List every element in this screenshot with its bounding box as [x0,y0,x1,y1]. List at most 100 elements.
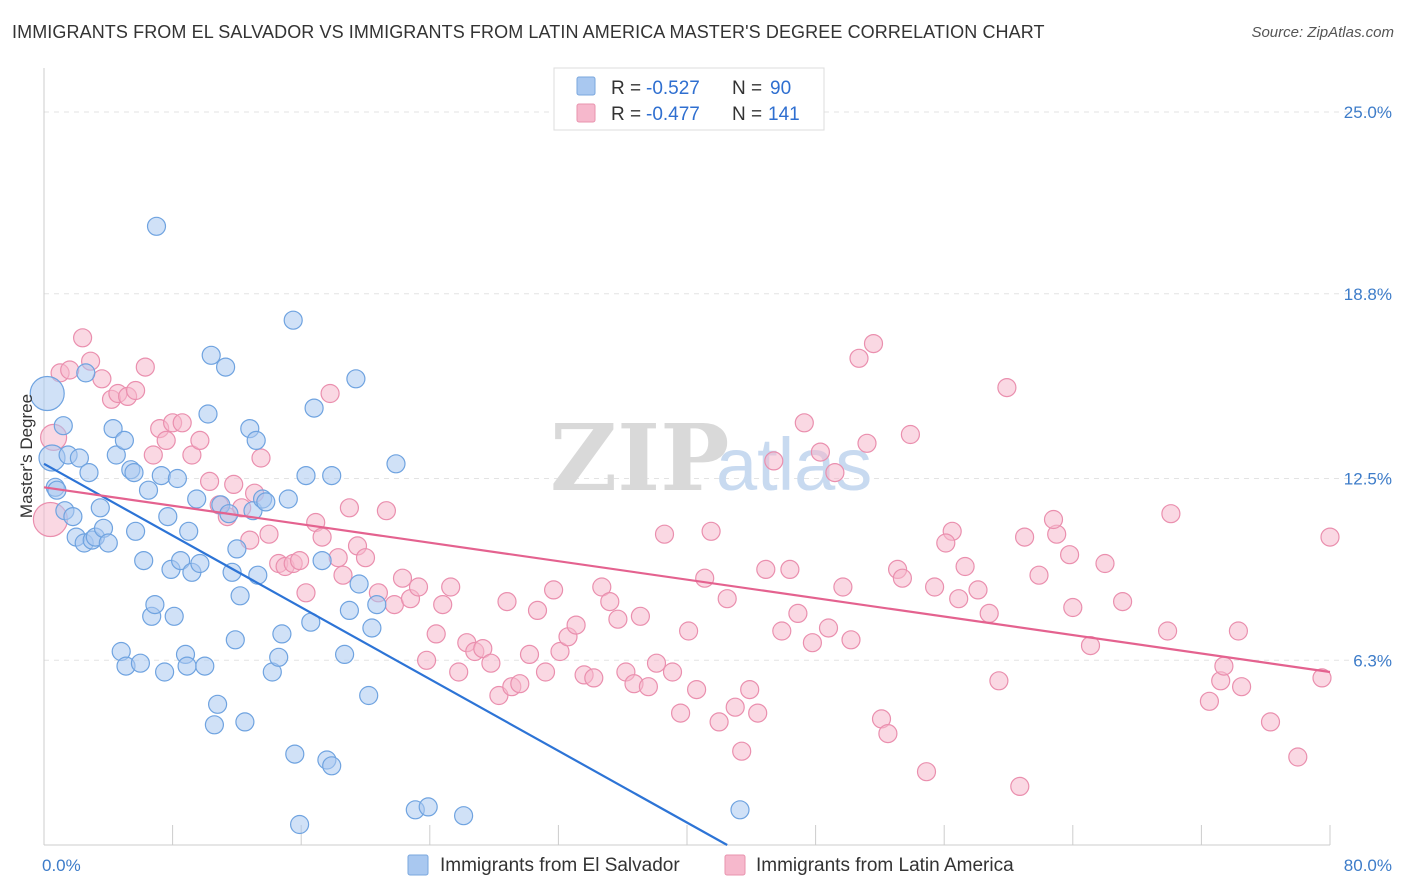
el-salvador-point-25 [126,521,146,541]
el-salvador-point-40 [177,656,197,676]
el-salvador-point-57 [235,712,255,732]
latin-america-point-140 [1029,565,1049,585]
y-axis-label: Master's Degree [17,394,36,518]
latin-america-point-31 [290,550,310,571]
el-salvador-point-11 [79,463,99,483]
latin-america-point-27 [259,524,279,544]
chart-source: Source: ZipAtlas.com [1251,24,1394,41]
bottom-legend-label-el-salvador: Immigrants from El Salvador [440,855,680,876]
latin-america-point-102 [849,348,869,368]
latin-america-point-85 [717,589,737,609]
latin-america-point-125 [1157,621,1178,641]
latin-america-point-17 [182,445,202,465]
latin-america-point-139 [1043,509,1064,530]
legend-r-label-1: R = [611,78,641,99]
el-salvador-point-54 [225,630,245,650]
el-salvador-point-71 [296,466,316,486]
bottom-legend-swatch-latin-america [724,854,746,876]
el-salvador-point-79 [346,369,366,389]
latin-america-point-96 [802,633,823,653]
el-salvador-point-89 [322,466,342,486]
chart-title: IMMIGRANTS FROM EL SALVADOR VS IMMIGRANT… [12,22,1045,42]
latin-america-point-79 [670,703,691,723]
el-salvador-point-37 [167,468,187,489]
el-salvador-point-67 [278,489,298,509]
el-salvador-point-26 [130,653,150,673]
latin-america-point-70 [600,591,620,612]
latin-america-point-98 [818,618,839,638]
latin-america-point-110 [916,762,937,782]
legend-n-label-2: N = [732,104,762,125]
trend-lines [43,462,1331,846]
latin-america-point-71 [608,609,628,629]
latin-america-point-115 [968,580,988,600]
el-salvador-point-86 [454,806,474,826]
el-salvador-point-9 [69,448,90,468]
el-salvador-point-18 [103,419,123,439]
x-tick-labels: 0.0% 80.0% [42,856,1392,875]
grid [44,111,1392,661]
latin-america-point-51 [449,662,469,682]
el-salvador-point-41 [179,521,199,541]
latin-america-point-38 [339,498,359,518]
x-ticks [43,825,1331,845]
el-salvador-point-63 [256,492,276,512]
latin-america-point-12 [143,445,163,465]
el-salvador-point-85 [418,797,438,817]
latin-america-point-114 [955,556,975,577]
el-salvador-point-7 [63,506,83,527]
el-salvador-point-53 [222,562,242,582]
latin-america-point-11 [135,357,155,377]
el-salvador-point-47 [201,345,221,365]
series-latin-america-points [32,328,1340,797]
latin-america-point-94 [788,603,808,624]
latin-america-point-100 [833,577,853,597]
latin-america-point-90 [756,559,776,580]
latin-america-point-44 [392,568,413,588]
latin-america-point-119 [1014,527,1035,547]
el-salvador-point-74 [312,550,332,571]
latin-america-point-43 [384,594,404,615]
el-salvador-point-17 [98,533,118,553]
el-salvador-point-24 [124,463,144,483]
latin-america-point-37 [333,565,353,585]
el-salvador-point-77 [335,644,355,665]
latin-america-point-111 [924,577,945,597]
latin-america-point-49 [433,594,453,615]
el-salvador-point-69 [285,744,305,764]
latin-america-point-82 [695,568,715,588]
latin-america-point-59 [510,674,530,694]
latin-america-point-54 [473,638,493,659]
latin-america-point-99 [825,463,845,483]
latin-america-point-46 [408,577,429,597]
latin-america-point-50 [441,577,461,597]
legend-r-value-1: -0.527 [646,78,700,99]
legend-r-label-2: R = [611,104,641,125]
el-salvador-point-27 [134,550,154,571]
el-salvador-point-65 [269,647,289,667]
latin-america-point-101 [841,630,861,650]
el-salvador-point-43 [187,489,207,509]
latin-america-point-129 [1214,656,1234,676]
latin-america-point-32 [296,583,316,603]
latin-america-point-86 [725,697,745,717]
latin-america-point-92 [772,621,792,641]
el-salvador-point-15 [90,498,110,518]
top-legend-box [553,67,825,131]
latin-america-point-133 [1288,747,1308,767]
latin-america-point-84 [709,712,729,732]
latin-america-point-137 [1059,545,1080,565]
latin-america-point-89 [748,703,768,723]
latin-america-point-40 [355,548,376,568]
latin-america-point-64 [550,641,570,662]
latin-america-point-60 [519,644,540,665]
el-salvador-point-81 [359,685,379,706]
el-salvador-point-4 [53,416,73,436]
latin-america-point-124 [1112,591,1133,612]
latin-america-point-66 [566,615,586,635]
latin-america-point-123 [1095,553,1115,574]
latin-america-point-138 [979,603,999,624]
el-salvador-point-21 [114,430,135,450]
el-salvador-point-73 [304,398,324,418]
latin-america-point-76 [646,653,667,673]
